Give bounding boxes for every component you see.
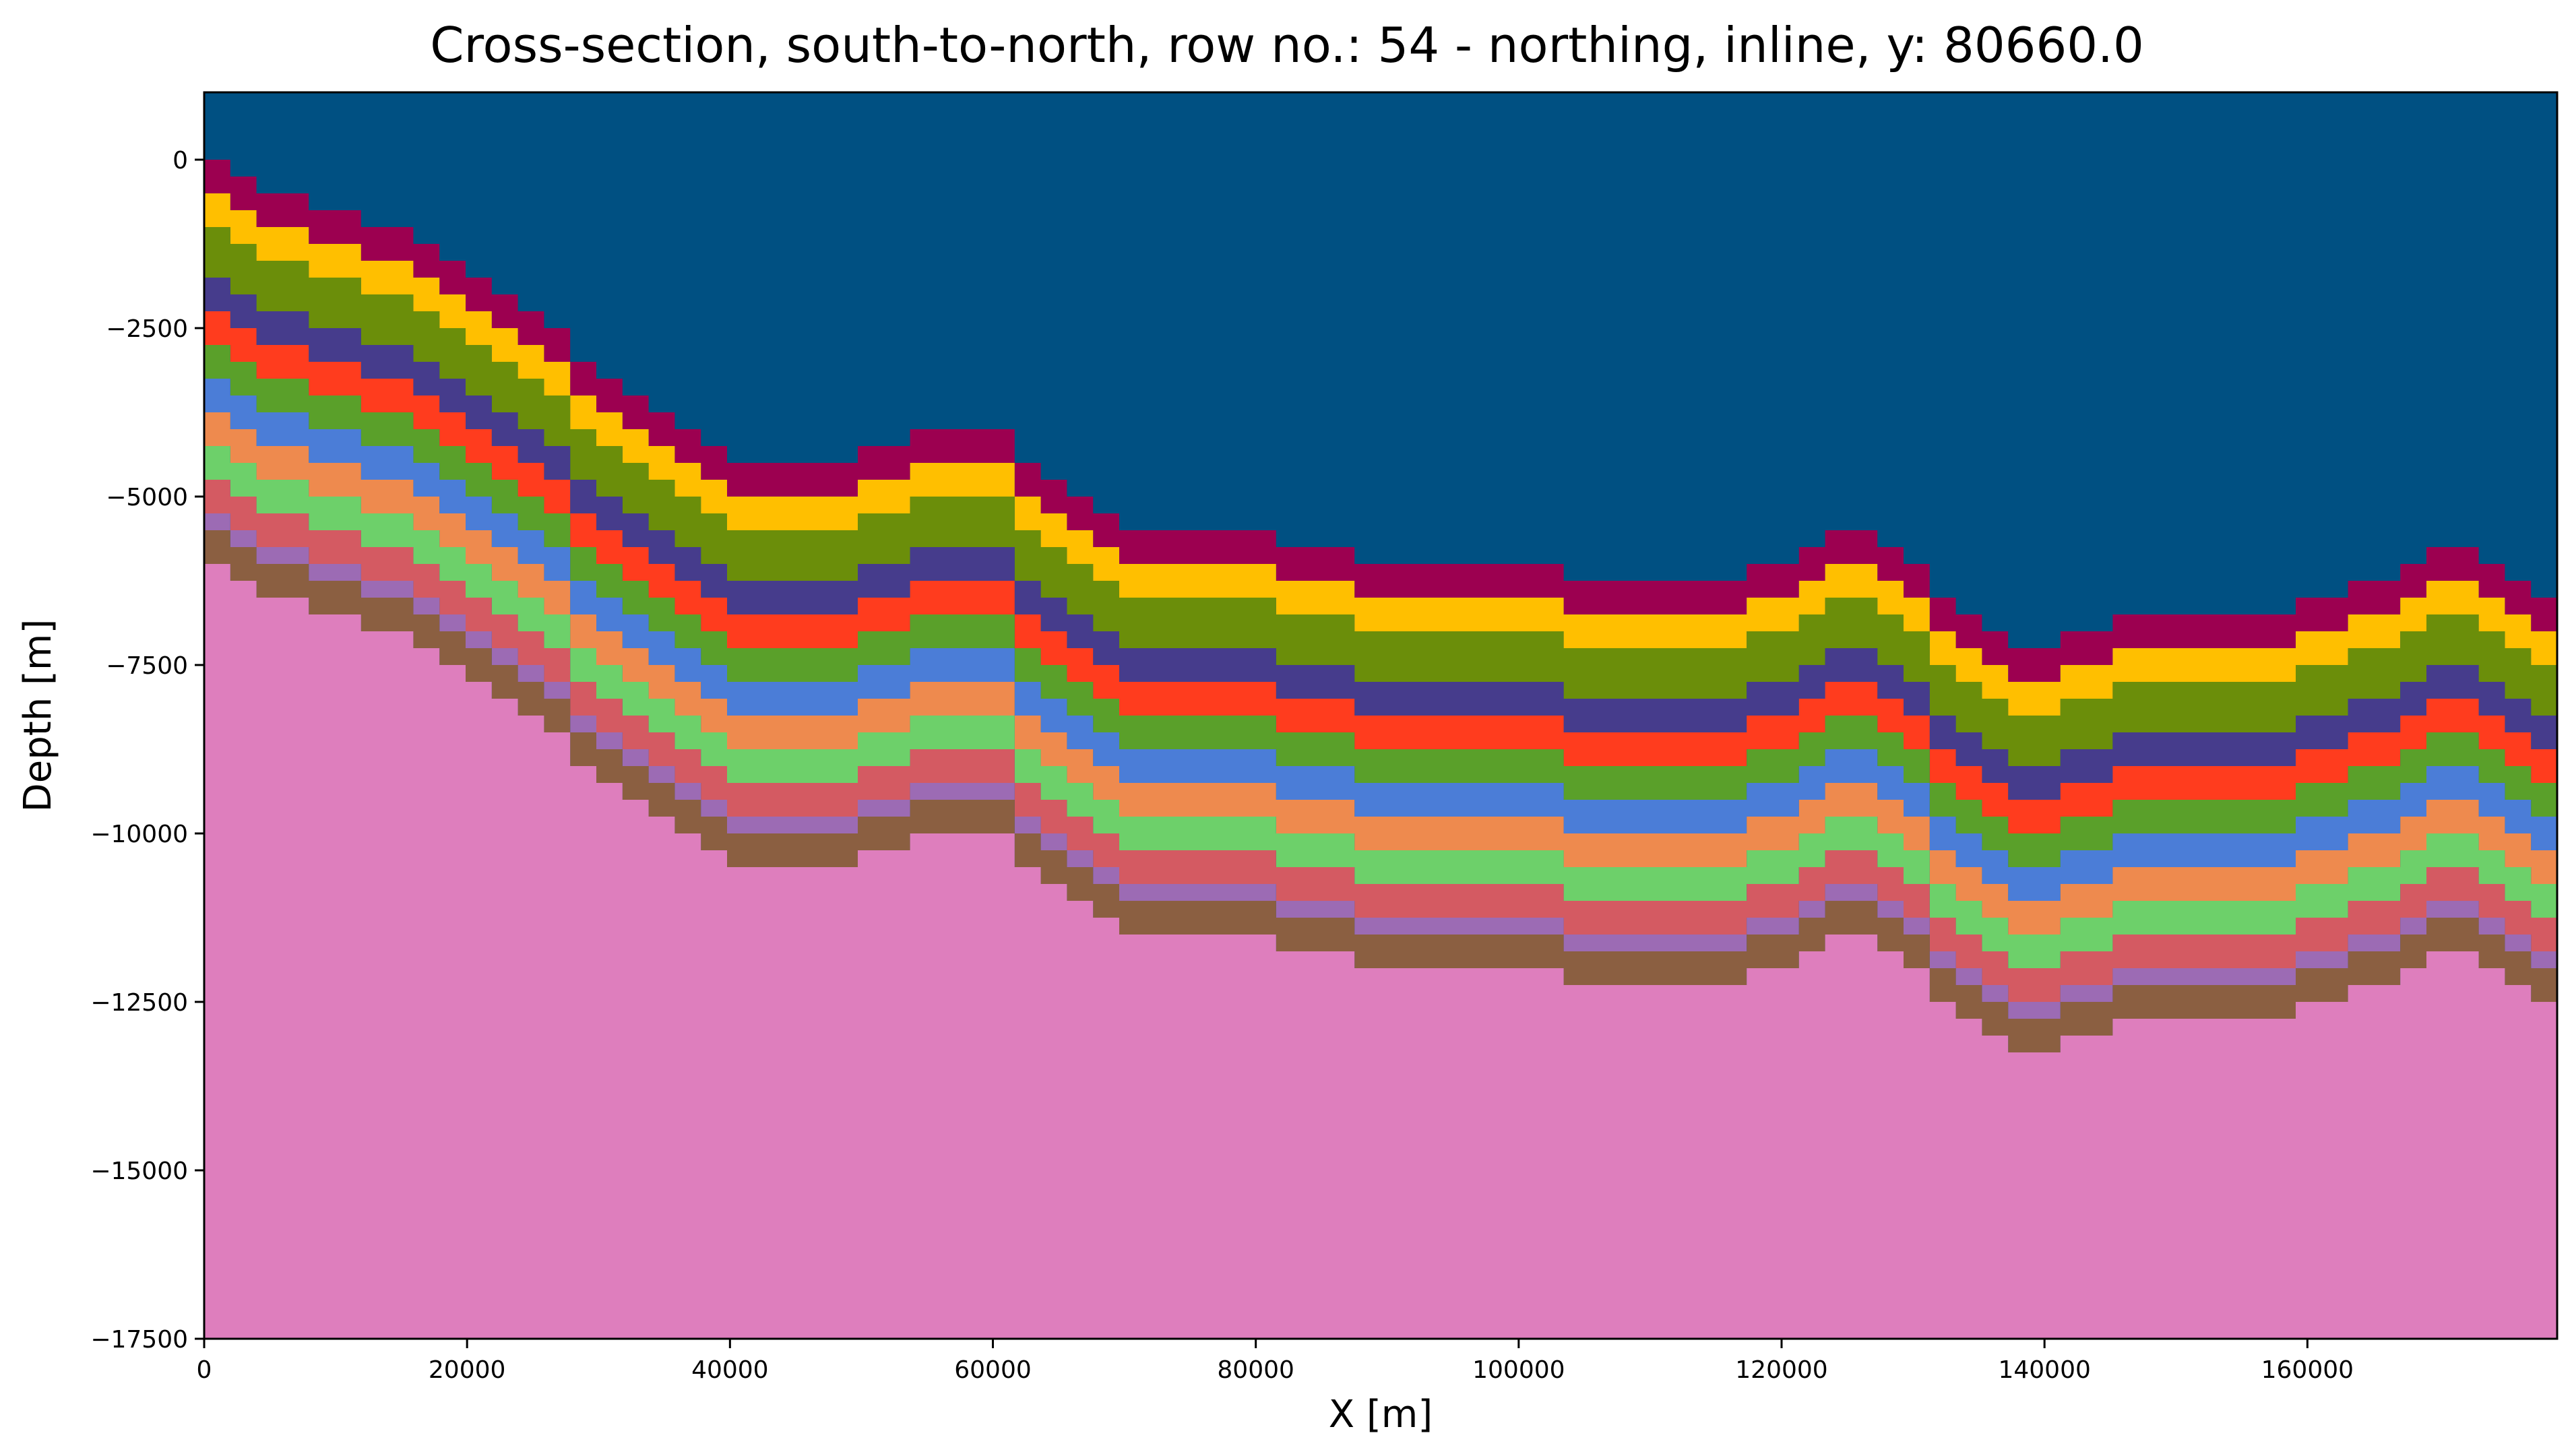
- x-tick-label: 80000: [1217, 1356, 1294, 1384]
- layer-6: [204, 345, 2557, 867]
- x-tick-label: 140000: [1998, 1356, 2090, 1384]
- layer-4: [204, 278, 2557, 800]
- layer-8: [204, 412, 2557, 935]
- x-tick-label: 40000: [691, 1356, 769, 1384]
- y-tick-label: 0: [172, 147, 188, 175]
- chart-title: Cross-section, south-to-north, row no.: …: [430, 17, 2144, 73]
- y-tick-label: −12500: [90, 989, 188, 1017]
- y-axis-ticks: 0 −2500 −5000 −7500 −10000 −12500 −15000 −17500: [90, 147, 204, 1354]
- x-tick-label: 0: [197, 1356, 212, 1384]
- layer-12: [204, 530, 2557, 1052]
- layer-10: [204, 480, 2557, 1002]
- y-tick-label: −5000: [106, 484, 188, 511]
- basement-layer: [204, 564, 2557, 1339]
- layer-3: [204, 227, 2557, 766]
- plot-frame: [203, 91, 2559, 1340]
- x-axis-label: X [m]: [1329, 1393, 1433, 1436]
- y-tick-label: −2500: [106, 315, 188, 343]
- x-tick-label: 160000: [2261, 1356, 2354, 1384]
- x-tick-label: 120000: [1735, 1356, 1827, 1384]
- layer-1: [204, 160, 2557, 682]
- layer-2: [204, 193, 2557, 716]
- layer-5: [204, 311, 2557, 833]
- x-tick-label: 100000: [1472, 1356, 1565, 1384]
- x-tick-label: 20000: [429, 1356, 506, 1384]
- x-axis-ticks: 0 20000 40000 60000 80000 100000 120000 140000 1…: [197, 1339, 2354, 1384]
- layer-9: [204, 446, 2557, 968]
- y-tick-label: −7500: [106, 652, 188, 680]
- y-tick-label: −15000: [90, 1158, 188, 1185]
- y-tick-label: −10000: [90, 821, 188, 848]
- y-axis-label: Depth [m]: [16, 619, 60, 813]
- plot-area: [204, 92, 2557, 1339]
- layer-7: [204, 379, 2557, 901]
- y-tick-label: −17500: [90, 1326, 188, 1354]
- x-tick-label: 60000: [954, 1356, 1032, 1384]
